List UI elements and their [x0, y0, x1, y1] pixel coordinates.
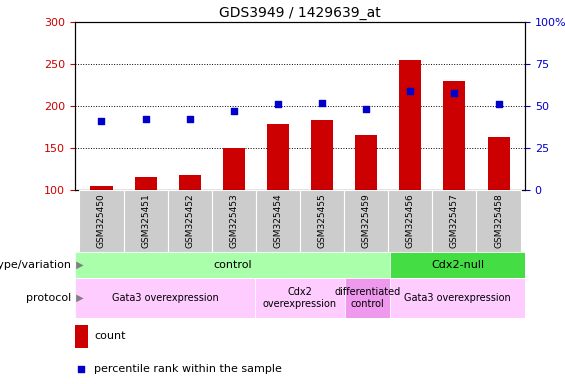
Bar [300, 190, 344, 252]
Bar [345, 278, 390, 318]
Point [362, 106, 371, 113]
Text: protocol: protocol [26, 293, 71, 303]
Point [141, 116, 150, 122]
Bar [355, 136, 377, 190]
Point [97, 118, 106, 124]
Text: GSM325457: GSM325457 [450, 193, 459, 248]
Text: control: control [213, 260, 252, 270]
Point [229, 108, 238, 114]
Text: GSM325459: GSM325459 [362, 193, 371, 248]
Bar [75, 278, 255, 318]
Text: GSM325458: GSM325458 [494, 193, 503, 248]
Point [406, 88, 415, 94]
Text: differentiated
control: differentiated control [334, 287, 401, 309]
Bar [444, 81, 466, 190]
Text: GSM325451: GSM325451 [141, 193, 150, 248]
Text: Cdx2
overexpression: Cdx2 overexpression [263, 287, 337, 309]
Bar [488, 137, 510, 190]
Point [450, 90, 459, 96]
Bar [75, 324, 88, 348]
Text: GSM325455: GSM325455 [318, 193, 327, 248]
Bar [390, 252, 525, 278]
Point [318, 100, 327, 106]
Text: Cdx2-null: Cdx2-null [431, 260, 484, 270]
Text: GSM325453: GSM325453 [229, 193, 238, 248]
Text: GSM325452: GSM325452 [185, 193, 194, 248]
Bar [75, 252, 390, 278]
Text: count: count [94, 331, 125, 341]
Bar [124, 190, 168, 252]
Bar [344, 190, 388, 252]
Bar [388, 190, 432, 252]
Bar [134, 177, 157, 190]
Text: percentile rank within the sample: percentile rank within the sample [94, 364, 282, 374]
Bar [256, 190, 300, 252]
Bar [311, 120, 333, 190]
Text: Gata3 overexpression: Gata3 overexpression [404, 293, 511, 303]
Bar [390, 278, 525, 318]
Text: genotype/variation: genotype/variation [0, 260, 71, 270]
Bar [179, 175, 201, 190]
Point [494, 101, 503, 108]
Bar [432, 190, 476, 252]
Bar [168, 190, 212, 252]
Bar [476, 190, 520, 252]
Bar [267, 124, 289, 190]
Bar [255, 278, 345, 318]
Text: GSM325454: GSM325454 [273, 193, 282, 248]
Bar [90, 186, 112, 190]
Text: ▶: ▶ [73, 293, 83, 303]
Text: GSM325450: GSM325450 [97, 193, 106, 248]
Title: GDS3949 / 1429639_at: GDS3949 / 1429639_at [219, 6, 381, 20]
Bar [223, 148, 245, 190]
Point [77, 366, 86, 372]
Bar [212, 190, 256, 252]
Point [185, 116, 194, 122]
Bar [399, 60, 421, 190]
Point [273, 101, 282, 108]
Text: GSM325456: GSM325456 [406, 193, 415, 248]
Text: ▶: ▶ [73, 260, 83, 270]
Text: Gata3 overexpression: Gata3 overexpression [112, 293, 219, 303]
Bar [80, 190, 124, 252]
